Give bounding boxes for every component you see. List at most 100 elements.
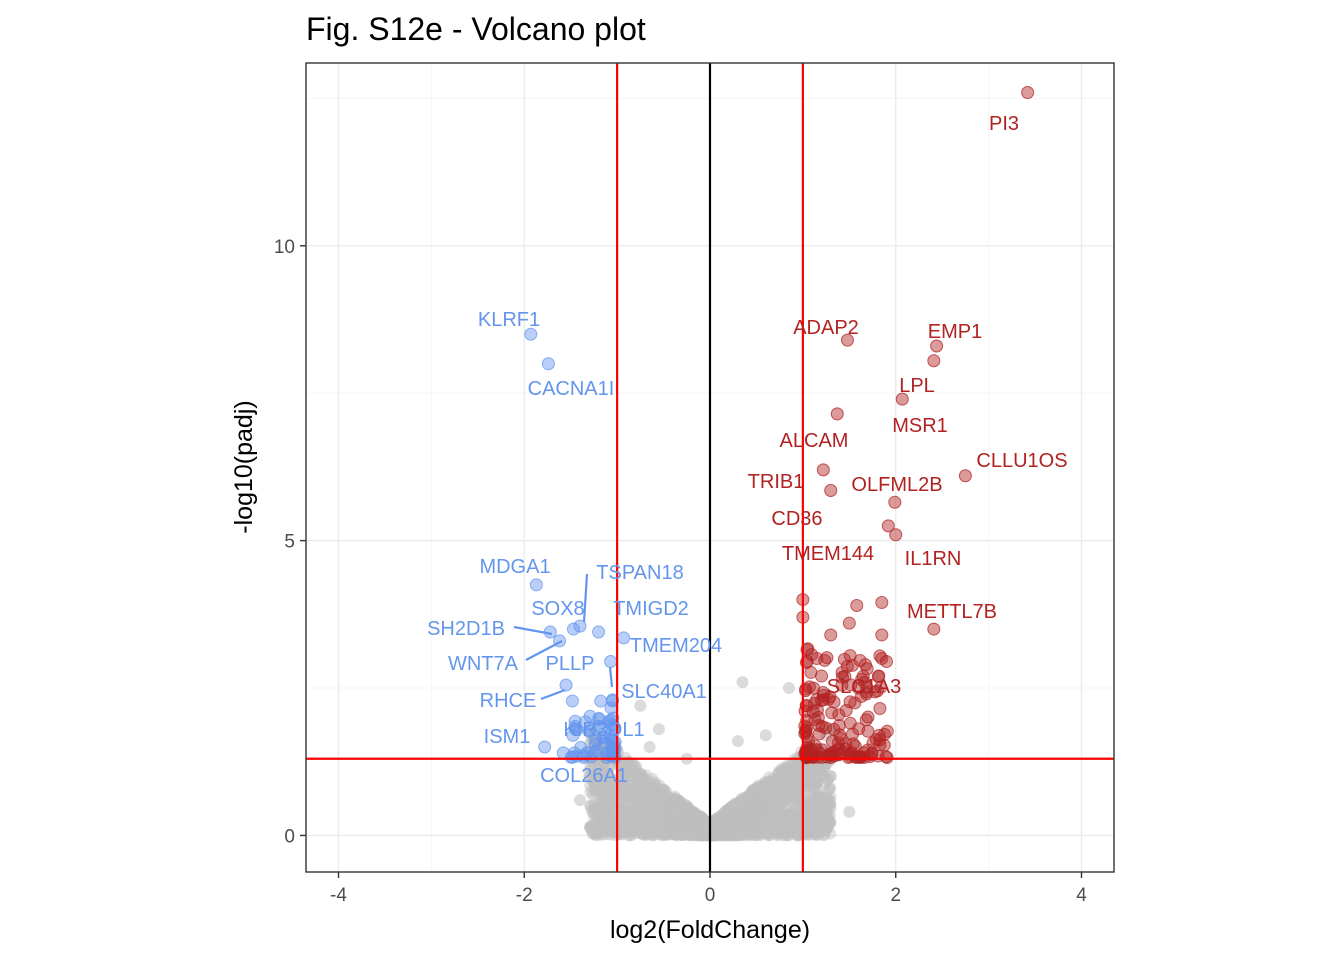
ns-point [667, 824, 680, 837]
ns-point [741, 828, 754, 841]
ns-point [640, 826, 653, 839]
ns-point [710, 824, 723, 837]
ns-point [648, 795, 661, 808]
ns-point [731, 808, 744, 821]
ns-point [785, 820, 798, 833]
ns-point [734, 821, 747, 834]
ns-point [713, 810, 726, 823]
ns-point [618, 787, 631, 800]
ns-point [705, 824, 718, 837]
ns-point [729, 797, 742, 810]
x-tick-label: 2 [890, 885, 901, 906]
ns-point [737, 811, 750, 824]
ns-point [708, 815, 721, 828]
up-point [861, 743, 875, 757]
ns-point [591, 821, 604, 834]
ns-point [777, 781, 790, 794]
ns-point [626, 812, 639, 825]
ns-point [741, 815, 754, 828]
ns-point [631, 774, 644, 787]
ns-point [583, 821, 596, 834]
ns-point [799, 821, 812, 834]
ns-point [786, 762, 799, 775]
ns-point [648, 796, 661, 809]
ns-point [770, 822, 783, 835]
ns-point [671, 826, 684, 839]
ns-point [802, 817, 815, 830]
up-point [877, 727, 891, 741]
ns-point [641, 816, 654, 829]
gene-label: SLC1A3 [827, 676, 902, 698]
ns-point [735, 813, 748, 826]
ns-point [636, 828, 649, 841]
gene-label: ISM1 [484, 726, 531, 748]
ns-point [784, 781, 797, 794]
ns-point [809, 776, 822, 789]
ns-point [720, 828, 733, 841]
ns-point [675, 827, 688, 840]
ns-point [714, 828, 727, 841]
ns-point [710, 826, 723, 839]
ns-point [635, 812, 648, 825]
ns-point [763, 771, 776, 784]
ns-point [721, 812, 734, 825]
ns-point [732, 820, 745, 833]
ns-point [785, 806, 798, 819]
ns-point [747, 821, 760, 834]
ns-point [593, 828, 606, 841]
ns-point [748, 825, 761, 838]
ns-point [781, 823, 794, 836]
ns-point [735, 821, 748, 834]
gene-label-connector [608, 666, 614, 688]
ns-point [801, 793, 814, 806]
ns-point [761, 795, 774, 808]
ns-point [711, 824, 724, 837]
ns-point [738, 810, 751, 823]
ns-point [731, 823, 744, 836]
ns-point [721, 820, 734, 833]
gene-label: ADAP2 [793, 317, 859, 339]
ns-point [618, 802, 631, 815]
ns-point [809, 824, 822, 837]
ns-point [770, 778, 783, 791]
ns-point [738, 821, 751, 834]
ns-point [716, 823, 729, 836]
ns-point [668, 798, 681, 811]
ns-point [646, 821, 659, 834]
ns-point [769, 781, 782, 794]
ns-point [712, 817, 725, 830]
ns-point [644, 797, 657, 810]
ns-point [720, 821, 733, 834]
ns-point [726, 829, 739, 842]
ns-point [698, 821, 711, 834]
ns-point [686, 816, 699, 829]
ns-point [756, 815, 769, 828]
ns-point [694, 827, 707, 840]
ns-point [639, 773, 652, 786]
ns-point [634, 819, 647, 832]
ns-point [708, 822, 721, 835]
ns-point [766, 803, 779, 816]
ns-point [823, 793, 836, 806]
ns-point [679, 804, 692, 817]
ns-point [765, 823, 778, 836]
ns-point [762, 803, 775, 816]
ns-point [714, 810, 727, 823]
ns-point [637, 774, 650, 787]
ns-point [688, 818, 701, 831]
gene-label: ALCAM [780, 430, 849, 452]
ns-point [778, 815, 791, 828]
ns-point [663, 812, 676, 825]
ns-point [710, 815, 723, 828]
ns-point [641, 779, 654, 792]
ns-point [732, 819, 745, 832]
ns-point [723, 814, 736, 827]
ns-point [682, 818, 695, 831]
ns-point [718, 822, 731, 835]
up-point [861, 710, 875, 724]
ns-point [803, 828, 816, 841]
ns-point [658, 783, 671, 796]
y-tick-label: 10 [274, 237, 295, 258]
ns-point [638, 828, 651, 841]
ns-point [702, 818, 715, 831]
